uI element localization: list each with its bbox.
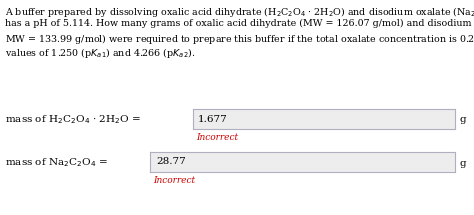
- Text: MW = 133.99 g/mol) were required to prepare this buffer if the total oxalate con: MW = 133.99 g/mol) were required to prep…: [5, 32, 474, 46]
- Text: has a pH of 5.114. How many grams of oxalic acid dihydrate (MW = 126.07 g/mol) a: has a pH of 5.114. How many grams of oxa…: [5, 18, 474, 28]
- Text: A buffer prepared by dissolving oxalic acid dihydrate (H$_2$C$_2$O$_4$ $\cdot$ 2: A buffer prepared by dissolving oxalic a…: [5, 5, 474, 19]
- Text: Incorrect: Incorrect: [153, 176, 195, 185]
- Text: 1.677: 1.677: [198, 115, 228, 123]
- Text: mass of H$_2$C$_2$O$_4$ $\cdot$ 2H$_2$O =: mass of H$_2$C$_2$O$_4$ $\cdot$ 2H$_2$O …: [5, 114, 141, 126]
- Text: 28.77: 28.77: [156, 158, 186, 166]
- Text: g: g: [460, 158, 466, 167]
- Text: Incorrect: Incorrect: [196, 133, 238, 142]
- Text: g: g: [460, 115, 466, 124]
- Text: values of 1.250 (p$K_{a1}$) and 4.266 (p$K_{a2}$).: values of 1.250 (p$K_{a1}$) and 4.266 (p…: [5, 46, 195, 60]
- Text: mass of Na$_2$C$_2$O$_4$ =: mass of Na$_2$C$_2$O$_4$ =: [5, 157, 108, 169]
